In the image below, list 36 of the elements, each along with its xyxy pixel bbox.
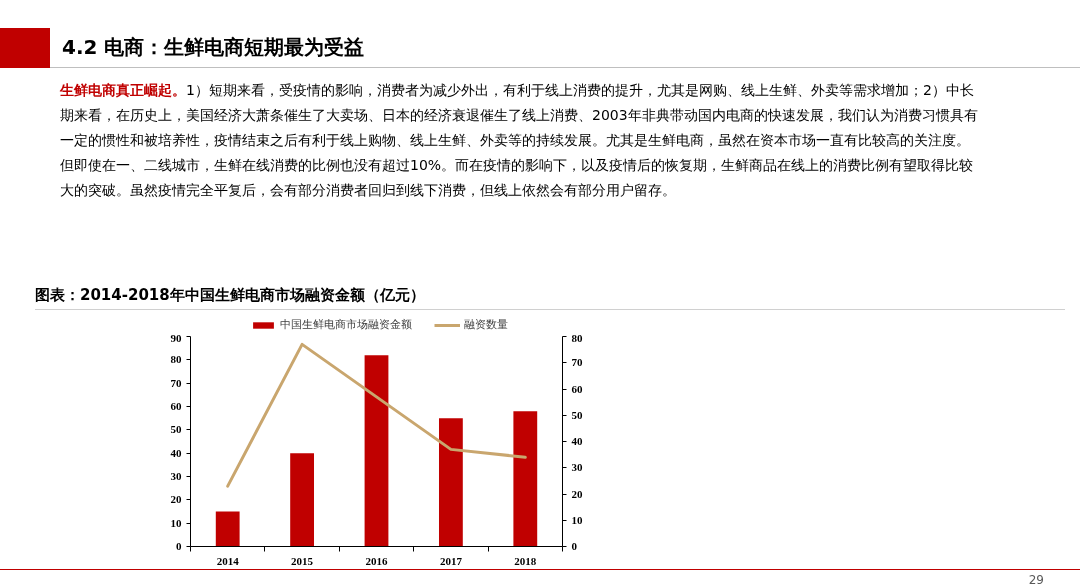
text: 29 [1028, 572, 1044, 586]
x-tick-label: 2015 [291, 554, 314, 567]
chart-title: 4.2 电商：生鲜电商短期最为受益 [62, 34, 365, 61]
bar [439, 418, 463, 547]
y2-tick-label: 20 [571, 487, 583, 500]
y2-tick-label: 50 [571, 408, 583, 421]
y-tick-label: 70 [170, 376, 182, 389]
x-tick-label: 2014 [216, 554, 240, 567]
legend-label: 中国生鲜电商市场融资金额 [280, 317, 412, 332]
y-tick-label: 90 [170, 331, 182, 344]
bar [513, 411, 538, 547]
y2-tick-label: 40 [571, 435, 583, 447]
y-tick-label: 50 [170, 423, 182, 436]
y2-tick-label: 60 [571, 382, 583, 395]
x-tick-label: 2017 [439, 554, 463, 567]
y-tick-label: 30 [170, 470, 182, 482]
y-tick-label: 0 [176, 540, 182, 552]
chart-subtitle: 图表：2014-2018年中国生鲜电商市场融资金额（亿元） [35, 285, 425, 306]
y2-tick-label: 70 [571, 356, 583, 369]
line-series [226, 342, 527, 488]
y-tick-label: 40 [170, 446, 182, 459]
y2-tick-label: 0 [571, 540, 578, 552]
y-tick-label: 20 [170, 493, 182, 506]
y2-tick-label: 80 [571, 331, 583, 344]
legend-label: 融资数量 [464, 317, 508, 332]
x-tick-label: 2018 [514, 554, 537, 567]
x-tick-label: 2016 [365, 554, 388, 567]
y-tick-label: 80 [170, 353, 182, 366]
bar [364, 355, 389, 547]
y-tick-label: 10 [170, 516, 182, 529]
y-tick-label: 60 [170, 400, 182, 412]
bar [290, 453, 314, 547]
y2-tick-label: 10 [571, 513, 583, 526]
y2-tick-label: 30 [571, 461, 583, 474]
text: 生鲜电商真正崛起。 [60, 82, 186, 98]
bar [215, 511, 240, 547]
